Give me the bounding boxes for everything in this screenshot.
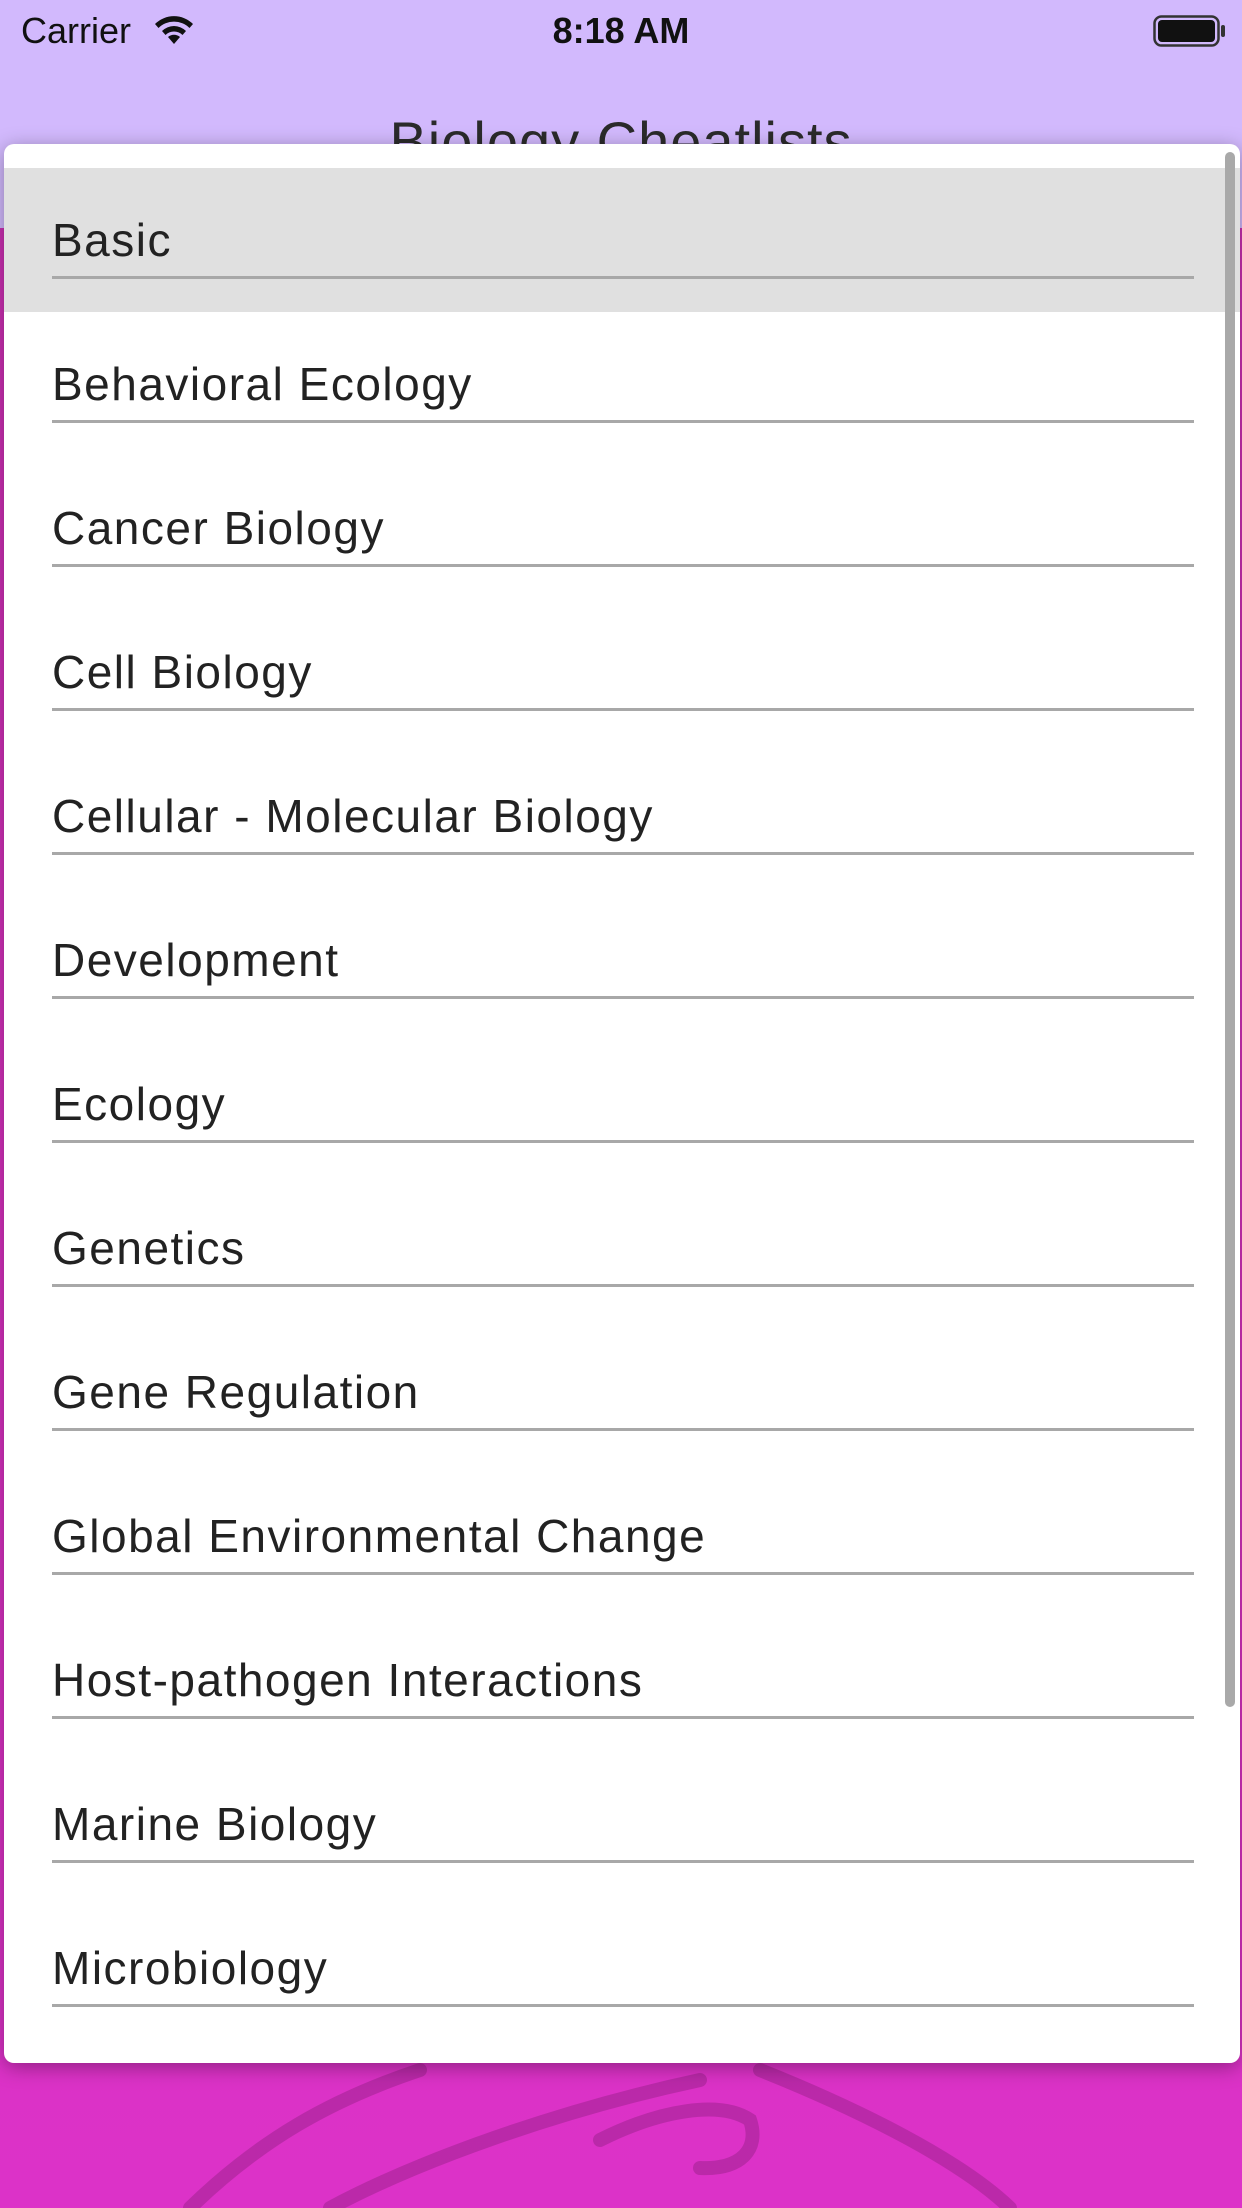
topic-item-cellular-molecular-biology[interactable]: Cellular - Molecular Biology <box>4 744 1240 888</box>
clock-time: 8:18 AM <box>0 10 1242 52</box>
topic-item-development[interactable]: Development <box>4 888 1240 1032</box>
topic-item-microbiology[interactable]: Microbiology <box>4 1896 1240 2040</box>
divider <box>52 996 1194 999</box>
topic-label: Gene Regulation <box>52 1364 420 1420</box>
divider <box>52 2004 1194 2007</box>
divider <box>52 1572 1194 1575</box>
scrollbar[interactable] <box>1225 152 1235 1707</box>
topic-item-genetics[interactable]: Genetics <box>4 1176 1240 1320</box>
topic-label: Cellular - Molecular Biology <box>52 788 654 844</box>
topic-list: Basic Behavioral Ecology Cancer Biology … <box>4 168 1240 2040</box>
topic-label: Host-pathogen Interactions <box>52 1652 643 1708</box>
background-illustration <box>0 2040 1242 2208</box>
topic-item-basic[interactable]: Basic <box>4 168 1240 312</box>
divider <box>52 420 1194 423</box>
topic-label: Behavioral Ecology <box>52 356 473 412</box>
topic-item-marine-biology[interactable]: Marine Biology <box>4 1752 1240 1896</box>
topic-item-ecology[interactable]: Ecology <box>4 1032 1240 1176</box>
topic-item-global-environmental-change[interactable]: Global Environmental Change <box>4 1464 1240 1608</box>
divider <box>52 1428 1194 1431</box>
topic-item-cancer-biology[interactable]: Cancer Biology <box>4 456 1240 600</box>
divider <box>52 1140 1194 1143</box>
battery-icon <box>1153 15 1227 47</box>
topic-label: Marine Biology <box>52 1796 377 1852</box>
topic-item-cell-biology[interactable]: Cell Biology <box>4 600 1240 744</box>
topic-label: Cell Biology <box>52 644 313 700</box>
topic-label: Ecology <box>52 1076 226 1132</box>
topic-label: Basic <box>52 212 172 268</box>
topic-label: Global Environmental Change <box>52 1508 706 1564</box>
topic-item-behavioral-ecology[interactable]: Behavioral Ecology <box>4 312 1240 456</box>
topic-label: Microbiology <box>52 1940 328 1996</box>
divider <box>52 708 1194 711</box>
divider <box>52 276 1194 279</box>
divider <box>52 1716 1194 1719</box>
divider <box>52 852 1194 855</box>
topic-label: Genetics <box>52 1220 246 1276</box>
topic-dropdown: Basic Behavioral Ecology Cancer Biology … <box>4 144 1240 2063</box>
topic-item-host-pathogen-interactions[interactable]: Host-pathogen Interactions <box>4 1608 1240 1752</box>
divider <box>52 564 1194 567</box>
divider <box>52 1284 1194 1287</box>
topic-label: Cancer Biology <box>52 500 385 556</box>
status-bar: Carrier 8:18 AM <box>0 0 1242 62</box>
topic-item-gene-regulation[interactable]: Gene Regulation <box>4 1320 1240 1464</box>
topic-label: Development <box>52 932 340 988</box>
divider <box>52 1860 1194 1863</box>
